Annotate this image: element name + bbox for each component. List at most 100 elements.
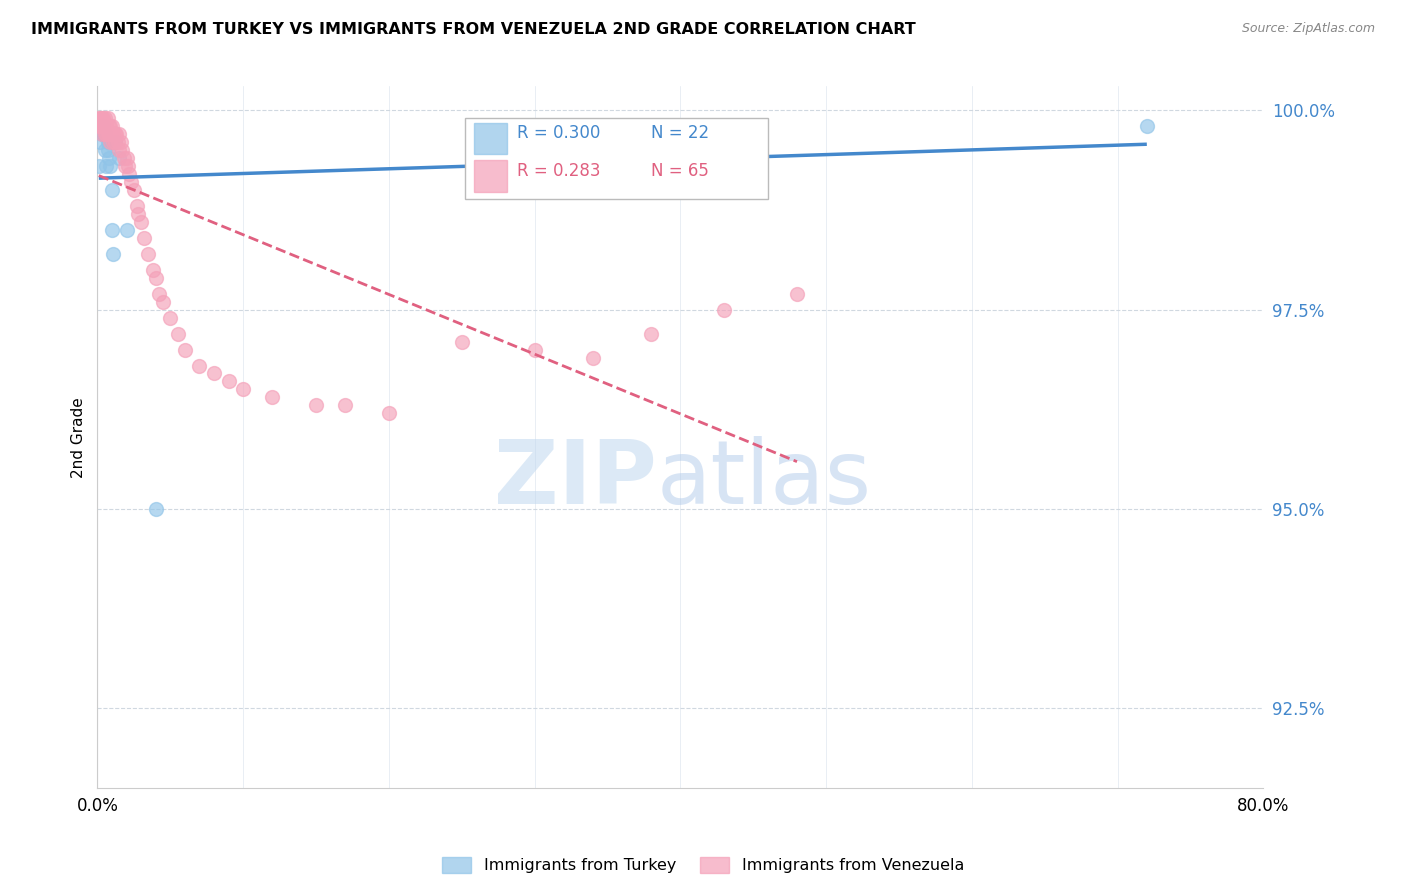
Point xyxy=(108,127,131,141)
Point xyxy=(111,143,134,157)
Point xyxy=(148,286,170,301)
Point xyxy=(107,135,129,149)
FancyBboxPatch shape xyxy=(474,160,506,192)
Text: atlas: atlas xyxy=(657,436,872,523)
Point xyxy=(87,120,110,134)
Point xyxy=(94,159,117,173)
Point xyxy=(333,398,356,412)
Point xyxy=(87,112,110,126)
Point xyxy=(166,326,188,341)
Point xyxy=(91,112,114,126)
Point xyxy=(125,199,148,213)
Point xyxy=(105,127,128,141)
Point xyxy=(89,112,111,126)
Point xyxy=(173,343,195,357)
Point xyxy=(91,120,114,134)
Point xyxy=(145,270,167,285)
Point xyxy=(262,391,284,405)
Point xyxy=(89,135,111,149)
Point xyxy=(93,127,115,141)
Point xyxy=(188,359,211,373)
Point xyxy=(120,175,142,189)
Point xyxy=(138,247,160,261)
Point xyxy=(122,183,145,197)
Point xyxy=(523,343,546,357)
Point xyxy=(89,120,111,134)
Point xyxy=(115,151,138,165)
Point xyxy=(90,127,112,141)
Point xyxy=(101,223,124,237)
Point xyxy=(104,135,127,149)
Y-axis label: 2nd Grade: 2nd Grade xyxy=(72,397,86,478)
Point xyxy=(94,120,117,134)
Text: ZIP: ZIP xyxy=(495,436,657,523)
Point xyxy=(127,207,149,221)
Point xyxy=(96,143,118,157)
Point xyxy=(90,127,112,141)
Point xyxy=(378,406,401,420)
Point xyxy=(90,120,112,134)
Point xyxy=(117,159,139,173)
Point xyxy=(108,143,131,157)
Point xyxy=(118,167,141,181)
Point xyxy=(87,159,110,173)
Legend: Immigrants from Turkey, Immigrants from Venezuela: Immigrants from Turkey, Immigrants from … xyxy=(436,850,970,880)
Point xyxy=(104,135,127,149)
Text: IMMIGRANTS FROM TURKEY VS IMMIGRANTS FROM VENEZUELA 2ND GRADE CORRELATION CHART: IMMIGRANTS FROM TURKEY VS IMMIGRANTS FRO… xyxy=(31,22,915,37)
Point xyxy=(202,367,225,381)
Point xyxy=(305,398,328,412)
Point xyxy=(101,127,124,141)
Point xyxy=(101,183,124,197)
Point xyxy=(93,143,115,157)
Point xyxy=(98,120,121,134)
Point xyxy=(112,151,135,165)
FancyBboxPatch shape xyxy=(474,123,506,154)
Point xyxy=(152,294,174,309)
Point xyxy=(713,302,735,317)
Point xyxy=(142,262,165,277)
Point xyxy=(103,127,125,141)
Point xyxy=(132,231,155,245)
Point xyxy=(640,326,662,341)
Text: N = 22: N = 22 xyxy=(651,124,710,143)
Point xyxy=(786,286,808,301)
Point xyxy=(110,135,132,149)
Point xyxy=(93,120,115,134)
Point xyxy=(104,127,127,141)
Text: R = 0.300: R = 0.300 xyxy=(517,124,600,143)
Point xyxy=(103,247,125,261)
Point xyxy=(91,127,114,141)
Point xyxy=(90,120,112,134)
Point xyxy=(98,151,121,165)
Point xyxy=(1136,120,1159,134)
FancyBboxPatch shape xyxy=(464,118,768,199)
Point xyxy=(100,159,122,173)
Text: Source: ZipAtlas.com: Source: ZipAtlas.com xyxy=(1241,22,1375,36)
Point xyxy=(100,135,122,149)
Point xyxy=(159,310,181,325)
Text: N = 65: N = 65 xyxy=(651,161,709,179)
Point xyxy=(96,127,118,141)
Point xyxy=(114,159,136,173)
Point xyxy=(94,127,117,141)
Text: R = 0.283: R = 0.283 xyxy=(517,161,600,179)
Point xyxy=(218,375,240,389)
Point xyxy=(90,112,112,126)
Point xyxy=(129,215,152,229)
Point xyxy=(101,120,124,134)
Point xyxy=(145,502,167,516)
Point xyxy=(100,120,122,134)
Point xyxy=(108,151,131,165)
Point xyxy=(93,112,115,126)
Point xyxy=(98,127,121,141)
Point xyxy=(582,351,605,365)
Point xyxy=(232,383,254,397)
Point xyxy=(98,135,121,149)
Point xyxy=(115,223,138,237)
Point xyxy=(450,334,472,349)
Point xyxy=(91,120,114,134)
Point xyxy=(103,135,125,149)
Point xyxy=(96,112,118,126)
Point xyxy=(93,127,115,141)
Point xyxy=(96,135,118,149)
